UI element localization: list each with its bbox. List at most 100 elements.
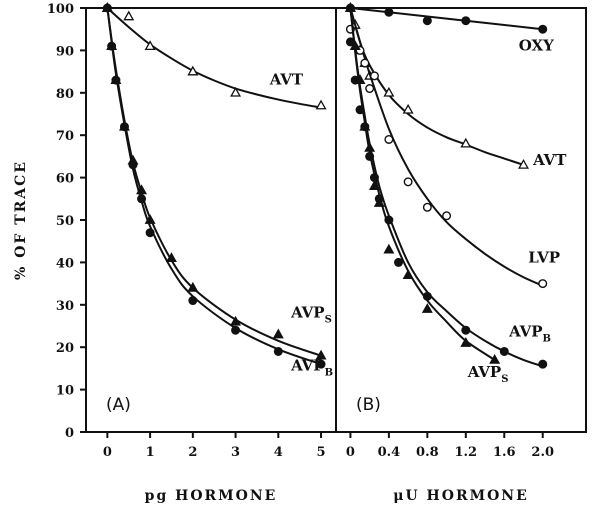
panel-b-avp-b-point <box>499 346 509 356</box>
panel-b-avp-s-point <box>349 40 361 51</box>
panel-b-x-tick-label: 1.2 <box>454 445 477 460</box>
panel-b-lvp-curve <box>349 7 544 287</box>
panel-b-avt-point <box>460 137 472 148</box>
panel-b-avp-b-curve <box>349 7 544 368</box>
panel-a-avp-s-point <box>272 328 284 339</box>
panel-a-avp-s-point <box>165 252 177 263</box>
panel-b-avp-b-label: AVPB <box>508 323 551 345</box>
y-tick-label: 100 <box>47 2 74 17</box>
panel-b-lvp-point <box>360 58 370 68</box>
panel-b-avp-s-point <box>368 180 380 190</box>
panel-a-avp-b-point <box>119 122 129 132</box>
panel-b-oxy-point <box>384 7 394 17</box>
panel-a-label: (A) <box>106 395 131 415</box>
panel-a-avt-point <box>187 65 199 76</box>
panel-b-lvp-point <box>538 279 548 289</box>
series-label-subscript: S <box>501 374 508 385</box>
panel-a-avp-s-point <box>230 315 242 326</box>
panel-b-avp-b-point <box>394 257 404 267</box>
panel-a-avp-b-label: AVPB <box>290 357 333 379</box>
series-label-main: AVT <box>269 70 304 88</box>
panel-b-x-tick-label: 2.0 <box>531 445 554 460</box>
panel-a-avt-point <box>315 99 327 110</box>
y-tick-label: 80 <box>56 87 74 102</box>
panel-b-x-axis-label: μU HORMONE <box>393 488 529 504</box>
panel-b-x-tick-label: 0.8 <box>416 445 439 460</box>
panel-b-avp-s-point <box>354 74 366 84</box>
panel-b-avp-s-point <box>383 243 395 254</box>
panel-a-avp-s-point <box>315 349 327 360</box>
series-label-main: OXY <box>519 36 554 54</box>
panel-b-avt-point <box>402 103 414 114</box>
series-label-main: AVT <box>532 151 567 169</box>
y-tick-label: 0 <box>65 426 74 441</box>
panel-b-avt-point <box>518 158 529 169</box>
series-label-main: AVP <box>290 357 324 375</box>
panel-b-avp-s-point <box>402 269 414 279</box>
panel-b-avp-s-point <box>373 197 385 207</box>
panel-a-x-tick-label: 4 <box>274 445 283 460</box>
panel-b-lvp-point <box>384 134 394 144</box>
panel-b-oxy-point <box>422 16 432 26</box>
panel-b-lvp-point <box>369 71 379 81</box>
panel-a: 0 1 2 3 4 50102030405060708090100(A)AVTAVPSAV… <box>47 2 333 460</box>
panel-a-avp-s-label: AVPS <box>290 304 332 326</box>
panel-a-avt-point <box>230 86 242 97</box>
panel-b-x-tick-label: 0 <box>346 445 355 460</box>
series-label-main: AVP <box>467 363 501 381</box>
panel-b-avp-s-point <box>489 353 501 364</box>
panel-b-avp-s-point <box>359 120 371 131</box>
panel-a-avp-b-point <box>188 296 198 306</box>
series-label-main: AVP <box>508 323 542 341</box>
panel-a-x-tick-label: 5 <box>317 445 326 460</box>
series-label-main: LVP <box>528 248 560 266</box>
panel-a-x-axis-label: pg HORMONE <box>145 488 278 504</box>
panel-a-avp-b-point <box>102 3 112 13</box>
series-label-subscript: B <box>325 368 333 379</box>
panel-a-avp-b-point <box>137 194 147 204</box>
panel-b-avt-point <box>383 86 395 97</box>
panel-a-x-tick-label: 2 <box>188 445 197 460</box>
series-label-subscript: S <box>325 315 332 326</box>
panel-a-avt-curve <box>106 7 322 109</box>
panel-b-lvp-label: LVP <box>528 248 560 266</box>
panel-b-oxy-curve <box>350 7 543 31</box>
panel-a-x-tick-label: 0 <box>103 445 112 460</box>
panel-b-oxy-point <box>461 16 471 26</box>
panel-b-avp-b-point <box>538 359 548 369</box>
panel-b-lvp-point <box>442 211 452 221</box>
panel-b-oxy-label: OXY <box>519 36 554 54</box>
y-tick-label: 10 <box>56 384 74 399</box>
panel-b-avp-b-point <box>461 325 471 335</box>
panel-a-avp-b-point <box>231 325 241 335</box>
panel-b-oxy-point <box>538 24 548 34</box>
panel-b-lvp-point <box>422 202 432 212</box>
y-tick-label: 20 <box>56 341 74 356</box>
panel-b-avp-s-point <box>344 2 356 12</box>
panel-b-label: (B) <box>356 395 381 415</box>
panel-a-avp-b-point <box>107 41 117 51</box>
panel-a-x-tick-label: 1 <box>146 445 155 460</box>
series-label-subscript: B <box>543 334 551 345</box>
panel-a-avp-b-point <box>273 346 283 356</box>
panel-b-avp-s-point <box>460 337 472 347</box>
panel-b-avt-curve <box>349 7 524 166</box>
y-tick-label: 40 <box>56 256 74 271</box>
panel-a-avp-b-point <box>145 228 155 238</box>
panel-a-avp-s-curve <box>106 7 322 357</box>
y-tick-label: 70 <box>56 129 74 144</box>
panel-a-avp-s-point <box>187 281 199 292</box>
y-axis-label: % OF TRACE <box>13 160 29 280</box>
panel-a-avp-b-point <box>316 359 326 369</box>
panel-a-avp-b-point <box>128 160 138 170</box>
y-tick-label: 50 <box>56 214 74 229</box>
panel-a-avp-b-point <box>111 75 121 85</box>
series-label-main: AVP <box>290 304 324 322</box>
panel-a-x-tick-label: 3 <box>231 445 240 460</box>
panel-b-lvp-point <box>365 84 375 94</box>
panel-b-avt-label: AVT <box>532 151 567 169</box>
y-tick-label: 60 <box>56 172 74 187</box>
panel-a-avt-point <box>123 10 135 21</box>
